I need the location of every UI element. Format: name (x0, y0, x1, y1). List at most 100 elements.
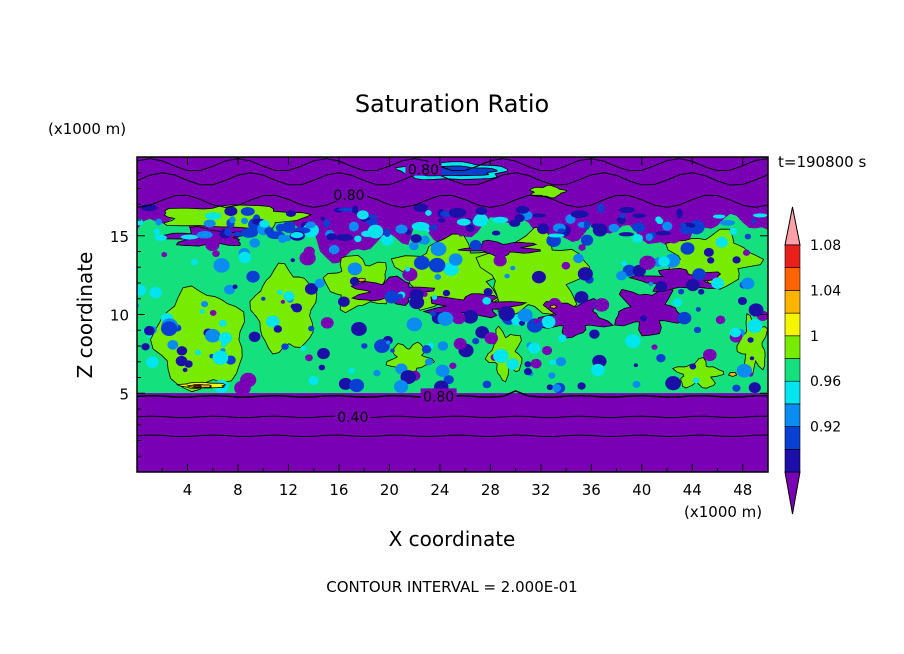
time-label: t=190800 s (778, 153, 866, 171)
speckle-cell (220, 342, 227, 348)
speckle-cell (651, 344, 658, 350)
speckle-cell (752, 213, 768, 218)
x-tick-label: 28 (481, 481, 500, 499)
speckle-cell (493, 254, 507, 267)
speckle-cell (530, 358, 542, 369)
colorbar-label: 1.08 (810, 238, 841, 254)
speckle-cell (314, 278, 325, 288)
speckle-cell (465, 224, 475, 232)
x-tick-label: 32 (531, 481, 550, 499)
speckle-cell (404, 266, 411, 272)
speckle-cell (229, 216, 236, 224)
speckle-cell (632, 222, 646, 233)
x-tick-label: 48 (733, 481, 752, 499)
speckle-cell (290, 258, 296, 263)
speckle-cell (482, 297, 491, 305)
speckle-cell (632, 380, 641, 388)
contour-line (137, 172, 768, 186)
speckle-cell (425, 210, 432, 216)
speckle-cell (374, 339, 390, 354)
speckle-cell (384, 290, 400, 304)
colorbar-swatch (784, 290, 801, 314)
speckle-cell (361, 343, 368, 349)
speckle-cell (233, 231, 243, 237)
speckle-cell (442, 289, 451, 297)
speckle-cell (249, 238, 261, 248)
speckle-cell (498, 306, 515, 321)
speckle-cell (380, 234, 394, 246)
speckle-cell (693, 326, 702, 334)
speckle-cell (658, 256, 670, 267)
speckle-cell (608, 223, 620, 233)
speckle-cell (413, 203, 428, 213)
speckle-cell (619, 206, 635, 213)
speckle-cell (273, 325, 283, 333)
speckle-cell (400, 370, 417, 385)
speckle-cell (409, 241, 419, 251)
speckle-cell (692, 268, 706, 281)
speckle-cell (472, 337, 480, 345)
region-green-upper (162, 204, 313, 230)
x-tick-label: 4 (183, 481, 193, 499)
contour-label-bg (405, 161, 442, 176)
speckle-cell (542, 346, 553, 355)
speckle-cell (744, 233, 752, 240)
speckle-cell (531, 270, 546, 284)
colorbar-swatch (784, 335, 801, 359)
speckle-cell (504, 273, 510, 279)
speckle-cell (317, 347, 330, 360)
speckle-cell (577, 382, 586, 390)
speckle-cell (347, 262, 363, 276)
speckle-cell (448, 253, 463, 266)
speckle-cell (348, 221, 359, 232)
speckle-cell (281, 343, 289, 350)
region-red-spot (192, 384, 202, 388)
speckle-cell (698, 289, 705, 295)
speckle-cell (590, 223, 601, 229)
colorbar-max-triangle (784, 206, 801, 246)
speckle-cell (248, 331, 261, 343)
speckle-cell (448, 207, 467, 218)
plot-area: 0.800.800.800.404 8 12 16 20 24 28 32 36 40 44 4851… (110, 156, 769, 499)
speckle-cell (621, 260, 628, 266)
speckle-cell (655, 216, 662, 223)
speckle-cell (534, 318, 540, 324)
speckle-cell (711, 277, 725, 289)
speckle-cell (204, 328, 221, 343)
speckle-cell (406, 317, 423, 332)
speckle-cell (548, 372, 556, 379)
speckle-cell (154, 234, 167, 241)
contour-label-bg (334, 408, 371, 423)
speckle-cell (528, 342, 541, 354)
speckle-cell (680, 242, 695, 255)
speckle-cell (655, 281, 668, 292)
speckle-cell (537, 223, 550, 235)
speckle-cell (306, 221, 316, 229)
speckle-cell (305, 354, 313, 362)
speckle-cell (161, 252, 168, 258)
colorbar-min-triangle (784, 471, 801, 515)
speckle-cell (472, 216, 488, 227)
speckle-cell (729, 227, 738, 236)
x-axis-label: X coordinate (389, 527, 516, 551)
speckle-cell (373, 369, 381, 377)
speckle-cell (639, 255, 656, 270)
speckle-cell (702, 348, 717, 362)
colorbar-swatch (784, 448, 801, 473)
speckle-cell (283, 291, 295, 301)
chart-title: Saturation Ratio (355, 90, 549, 118)
speckle-cell (672, 298, 683, 307)
speckle-cell (167, 340, 179, 350)
speckle-cell (655, 230, 671, 236)
speckle-cell (715, 315, 726, 325)
speckle-cell (212, 350, 229, 365)
speckle-cell (715, 236, 728, 248)
speckle-cell (666, 231, 681, 244)
speckle-cell (662, 221, 673, 231)
region-orange-speck (356, 277, 366, 282)
speckle-cell (729, 327, 742, 338)
y-axis-label: Z coordinate (73, 252, 97, 379)
speckle-cell (335, 234, 354, 241)
speckle-cell (695, 307, 701, 312)
